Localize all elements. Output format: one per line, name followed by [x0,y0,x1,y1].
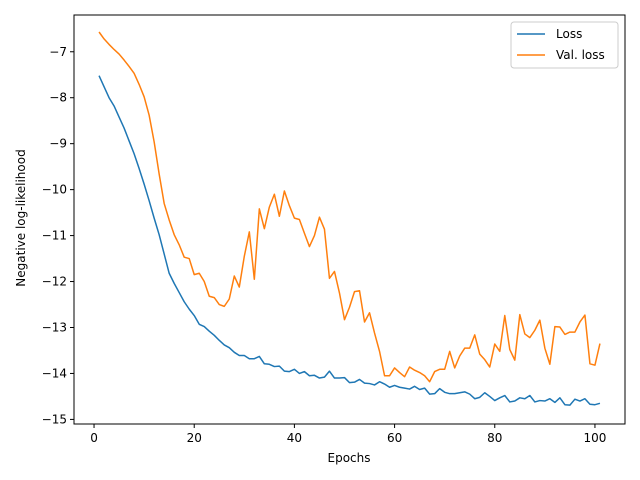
x-tick-label: 60 [387,431,402,445]
x-tick-label: 20 [187,431,202,445]
x-tick-label: 40 [287,431,302,445]
y-tick-label: −15 [42,412,67,426]
y-axis: −15 −14 −13 −12 −11 −10 −9 −8 −7 [42,45,74,426]
y-axis-label: Negative log-likelihood [14,149,28,286]
y-tick-label: −12 [42,275,67,289]
legend: Loss Val. loss [510,21,619,69]
series-line-loss [98,75,601,406]
x-axis-label: Epochs [328,451,371,465]
x-tick-label: 80 [487,431,502,445]
y-tick-label: −7 [49,45,67,59]
plot-area [73,14,626,425]
y-tick-label: −11 [42,229,67,243]
plot-frame [73,14,626,425]
y-tick-label: −14 [42,366,67,380]
x-axis: 0 20 40 60 80 100 [90,424,606,445]
y-tick-label: −13 [42,320,67,334]
y-tick-label: −10 [42,183,67,197]
y-tick-label: −9 [49,137,67,151]
x-tick-label: 100 [583,431,606,445]
series-line-val-loss [98,31,601,383]
legend-label: Val. loss [556,48,605,62]
x-tick-label: 0 [90,431,98,445]
series-layer [98,31,601,406]
legend-label: Loss [556,27,582,41]
y-tick-label: −8 [49,91,67,105]
